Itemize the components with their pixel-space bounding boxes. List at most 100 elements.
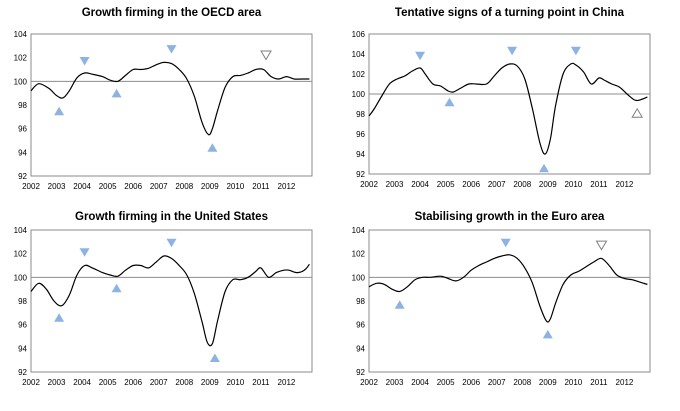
x-tick-label: 2008	[513, 180, 531, 189]
peak-marker	[570, 46, 581, 56]
x-tick-label: 2002	[360, 180, 378, 189]
y-tick-label: 96	[356, 321, 365, 330]
x-tick-label: 2010	[564, 378, 582, 387]
plot-area	[30, 33, 313, 177]
y-tick-label: 104	[14, 30, 28, 39]
trough-marker	[111, 88, 122, 98]
x-tick-label: 2004	[411, 180, 429, 189]
peak-marker	[507, 46, 518, 56]
x-tick-label: 2002	[22, 378, 40, 387]
x-tick-label: 2005	[99, 182, 117, 191]
plot-area	[368, 229, 651, 373]
x-tick-label: 2010	[226, 378, 244, 387]
y-tick-label: 100	[14, 273, 28, 282]
y-tick-label: 92	[356, 368, 365, 377]
series-line-composite-leading-indicator	[30, 255, 310, 347]
y-tick-label: 96	[356, 130, 365, 139]
x-tick-label: 2002	[22, 182, 40, 191]
y-tick-label: 98	[356, 297, 365, 306]
x-tick-label: 2003	[386, 378, 404, 387]
peak-marker	[166, 45, 177, 54]
chart-panel-united-states: Growth firming in the United States 92 94 9…	[14, 211, 313, 387]
y-tick-label: 106	[352, 30, 366, 39]
tentative-peak-marker	[595, 240, 608, 251]
x-tick-label: 2006	[124, 182, 142, 191]
y-tick-label: 92	[356, 170, 365, 179]
x-tick-label: 2007	[150, 182, 168, 191]
y-tick-label: 94	[18, 148, 27, 157]
x-tick-label: 2003	[386, 180, 404, 189]
chart-panel-euro-area: Stabilising growth in the Euro area 92 94 9…	[352, 211, 651, 387]
x-tick-label: 2012	[616, 180, 634, 189]
x-tick-label: 2012	[616, 378, 634, 387]
y-tick-label: 102	[352, 250, 366, 259]
peak-marker	[79, 57, 90, 66]
y-tick-label: 94	[18, 344, 27, 353]
x-tick-label: 2011	[252, 182, 270, 191]
x-tick-label: 2009	[539, 378, 557, 387]
y-tick-label: 96	[18, 321, 27, 330]
x-tick-label: 2007	[488, 378, 506, 387]
series-line-composite-leading-indicator	[30, 61, 310, 136]
y-tick-label: 92	[18, 368, 27, 377]
x-tick-label: 2009	[539, 180, 557, 189]
x-tick-label: 2007	[488, 180, 506, 189]
y-tick-label: 104	[14, 226, 28, 235]
plot-area	[30, 229, 313, 373]
y-tick-label: 102	[14, 250, 28, 259]
x-tick-label: 2011	[252, 378, 270, 387]
x-tick-label: 2006	[462, 180, 480, 189]
y-tick-label: 100	[14, 77, 28, 86]
y-tick-label: 100	[352, 273, 366, 282]
peak-marker	[415, 51, 426, 61]
y-tick-label: 102	[14, 54, 28, 63]
y-tick-label: 94	[356, 344, 365, 353]
y-tick-label: 98	[356, 110, 365, 119]
x-tick-label: 2011	[590, 180, 608, 189]
x-tick-label: 2012	[278, 378, 296, 387]
x-tick-label: 2008	[175, 378, 193, 387]
y-tick-label: 96	[18, 125, 27, 134]
x-tick-label: 2011	[590, 378, 608, 387]
x-tick-label: 2010	[226, 182, 244, 191]
chart-title-china: Tentative signs of a turning point in Ch…	[395, 7, 625, 19]
trough-marker	[111, 283, 122, 293]
x-tick-label: 2005	[437, 180, 455, 189]
trough-marker	[542, 329, 553, 339]
x-tick-label: 2005	[437, 378, 455, 387]
x-tick-label: 2004	[411, 378, 429, 387]
tentative-trough-marker	[631, 107, 644, 118]
y-tick-label: 98	[18, 101, 27, 110]
x-tick-label: 2009	[201, 182, 219, 191]
x-tick-label: 2006	[124, 378, 142, 387]
chart-title-united-states: Growth firming in the United States	[75, 211, 268, 223]
x-tick-label: 2002	[360, 378, 378, 387]
peak-marker	[166, 238, 177, 248]
x-tick-label: 2009	[201, 378, 219, 387]
y-tick-label: 104	[352, 226, 366, 235]
y-tick-label: 98	[18, 297, 27, 306]
y-tick-label: 104	[352, 50, 366, 59]
trough-marker	[54, 313, 65, 322]
x-tick-label: 2003	[48, 378, 66, 387]
tentative-peak-marker	[260, 50, 272, 61]
x-tick-label: 2003	[48, 182, 66, 191]
chart-panel-oecd: Growth firming in the OECD area 92 94 96 98 1…	[14, 7, 313, 191]
trough-marker	[394, 300, 405, 309]
chart-title-euro-area: Stabilising growth in the Euro area	[415, 211, 605, 223]
chart-panel-china: Tentative signs of a turning point in Ch…	[352, 7, 651, 189]
x-tick-label: 2008	[513, 378, 531, 387]
trough-marker	[207, 143, 218, 152]
x-tick-label: 2004	[73, 182, 91, 191]
trough-marker	[209, 353, 220, 362]
peak-marker	[500, 238, 511, 248]
chart-title-oecd: Growth firming in the OECD area	[82, 7, 262, 19]
series-line-composite-leading-indicator	[368, 62, 648, 155]
y-tick-label: 94	[356, 150, 365, 159]
x-tick-label: 2010	[564, 180, 582, 189]
y-tick-label: 102	[352, 70, 366, 79]
x-tick-label: 2012	[278, 182, 296, 191]
x-tick-label: 2005	[99, 378, 117, 387]
plot-area	[368, 33, 651, 175]
